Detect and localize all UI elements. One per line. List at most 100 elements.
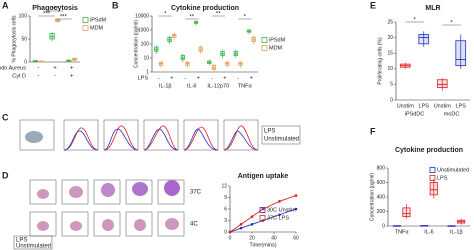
y-tick-label: 10000 (135, 13, 149, 19)
legend-swatch (259, 207, 266, 213)
x-tick-label: 20 (249, 235, 255, 241)
y-tick-label: 800 (377, 165, 386, 171)
x-tick-label: 0 (229, 235, 232, 241)
y-tick-label: 10 (143, 55, 149, 61)
y-tick-label: 200 (377, 209, 386, 215)
y-tick-label: 15 (387, 51, 393, 57)
y-tick-label: 1000 (138, 27, 149, 33)
chart-title: Cytokine production (171, 5, 239, 12)
point (239, 223, 243, 226)
y-axis-label: Concentration (pg/ml) (133, 20, 139, 68)
legend-label: iPSdM (90, 17, 107, 23)
row-label: Cyt D (12, 73, 26, 79)
annotation: * (450, 21, 453, 27)
chart-title: MLR (425, 5, 440, 12)
panel-label: F (370, 126, 376, 136)
y-tick-label: 0 (24, 59, 27, 65)
legend-label: 30C Unstim (267, 207, 296, 213)
legend-label: MDM (269, 45, 283, 51)
legend-label: MDM (90, 25, 104, 31)
chart-title: Antigen uptake (238, 173, 289, 180)
y-tick-label: 400 (377, 194, 386, 200)
legend-label: LPS (264, 129, 275, 135)
y-axis-label: Proliferating cells (%) (377, 37, 383, 85)
box (436, 79, 448, 88)
box (455, 40, 467, 67)
annotation: * (413, 18, 416, 24)
row-mark: + (53, 66, 57, 72)
box (180, 55, 185, 60)
point (294, 207, 298, 211)
group-label: moDC (444, 111, 460, 117)
legend-label: iPSdM (269, 37, 286, 43)
point (250, 223, 254, 226)
legend-swatch (429, 175, 436, 181)
y-tick-label: 25 (387, 19, 393, 25)
y-tick-label: 20 (387, 35, 393, 41)
flow-panel-c (19, 119, 301, 151)
annotation: *** (43, 12, 51, 18)
row-mark: + (70, 74, 74, 80)
legend-swatch (82, 25, 89, 31)
legend-swatch (261, 37, 268, 43)
y-tick-label: 0 (224, 229, 227, 235)
annotation: *** (51, 7, 59, 13)
row-mark: - (54, 74, 56, 80)
y-tick-label: 50 (21, 36, 27, 42)
y-tick-label: 600 (377, 180, 386, 186)
y-tick-label: 100 (141, 41, 150, 47)
legend-label: LPS (16, 238, 27, 244)
annotation: * (164, 12, 167, 18)
legend-swatch (259, 215, 266, 221)
row-mark: - (37, 66, 39, 72)
group-label: IL-12p70 (207, 83, 229, 89)
x-tick-label: + (197, 75, 200, 81)
x-tick-label: Unstim (397, 103, 415, 109)
annotation: ** (189, 15, 194, 21)
chart-title: Phagocytosis (32, 5, 78, 12)
panel-label: E (370, 0, 376, 10)
x-tick-label: 60 (293, 235, 299, 241)
y-tick-label: 9 (224, 195, 227, 201)
y-tick-label: 6 (224, 206, 227, 212)
line (229, 208, 297, 233)
y-tick-label: 1 (146, 69, 149, 75)
y-tick-label: 0 (390, 97, 393, 103)
line (229, 195, 297, 233)
x-tick-label: + (250, 75, 253, 81)
panel-label: D (2, 170, 9, 180)
annotation: ** (216, 12, 221, 18)
x-axis-label: LPS (138, 75, 149, 81)
legend-label: 37C LPS (267, 215, 289, 221)
point (250, 215, 254, 218)
legend-swatch (82, 17, 89, 23)
y-tick-label: 10 (387, 66, 393, 72)
annotation: *** (60, 15, 68, 21)
row-mark: - (37, 74, 39, 80)
point (294, 194, 298, 197)
point (278, 200, 281, 203)
x-tick-label: - (184, 75, 186, 81)
group-label: iPSdDC (405, 111, 425, 117)
point (239, 226, 243, 230)
chart-title: Cytokine production (395, 147, 463, 154)
row-label: Phrodo Aureus (0, 65, 26, 71)
legend-label: Unstimulated (264, 137, 299, 143)
legend-swatch (261, 45, 268, 51)
x-tick-label: LPS (419, 103, 430, 109)
x-axis-label: Time(mins) (249, 242, 276, 248)
panel-label: A (2, 0, 9, 10)
y-tick-label: 0 (382, 223, 385, 229)
row-label: 37C (190, 190, 202, 196)
x-tick-label: LPS (456, 103, 467, 109)
x-tick-label: - (158, 75, 160, 81)
x-tick-label: IL-6 (424, 229, 433, 235)
box (429, 182, 438, 196)
x-tick-label: Unstim (434, 103, 452, 109)
x-tick-label: TNFα (395, 229, 410, 235)
group-label: IL-6 (187, 83, 196, 89)
row-mark: + (70, 66, 74, 72)
point (278, 213, 281, 217)
point (228, 230, 232, 234)
